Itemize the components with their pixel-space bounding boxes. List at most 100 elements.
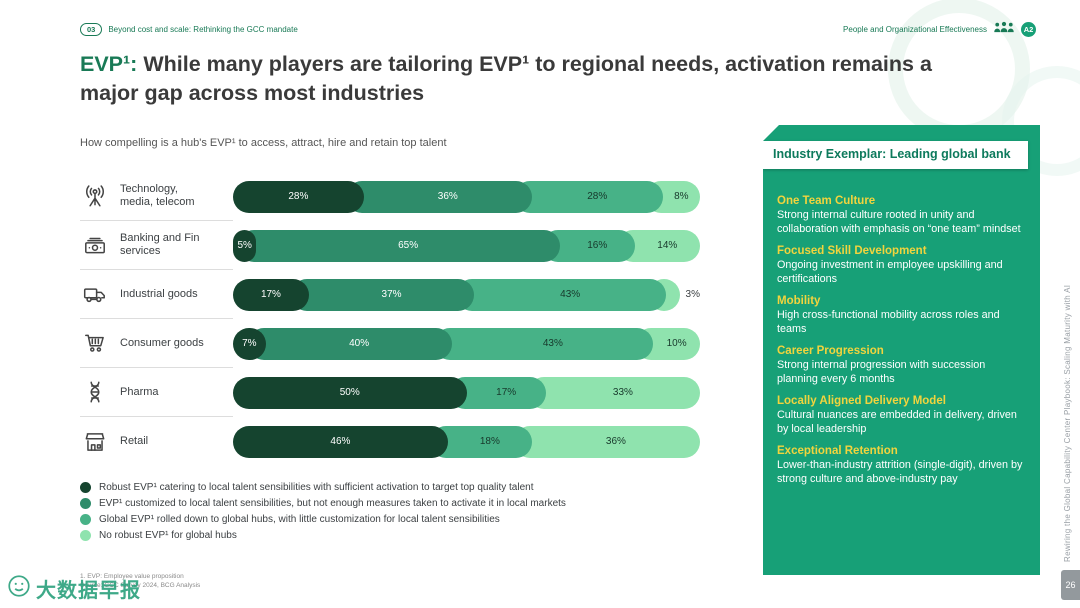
chart-row: Retail 46% 18% 36%	[80, 417, 700, 466]
category-name: Consumer goods	[120, 336, 204, 349]
exemplar-body: Cultural nuances are embedded in deliver…	[777, 409, 1017, 436]
bar-value: 33%	[612, 387, 633, 398]
bar-value: 43%	[560, 289, 581, 300]
category-name: Technology, media, telecom	[120, 183, 195, 208]
bar-segment: 5%	[233, 229, 257, 262]
legend-item: Global EVP¹ rolled down to global hubs, …	[80, 514, 566, 525]
bar-value: 46%	[330, 436, 351, 447]
exemplar-section: Locally Aligned Delivery Model Cultural n…	[777, 395, 1026, 436]
stacked-bar: 17% 37% 43% 3%	[233, 278, 700, 311]
legend-label: Global EVP¹ rolled down to global hubs, …	[99, 514, 500, 525]
exemplar-body: Strong internal culture rooted in unity …	[777, 209, 1021, 236]
chart-row: Pharma 50% 17% 33%	[80, 368, 700, 417]
dna-icon	[80, 379, 110, 405]
category-name: Banking and Fin services	[120, 232, 200, 257]
bar-segment: 37%	[290, 278, 475, 311]
legend-label: No robust EVP¹ for global hubs	[99, 530, 237, 541]
bar-segment: 28%	[513, 180, 663, 213]
bar-value: 43%	[542, 338, 563, 349]
exemplar-panel-title: Industry Exemplar: Leading global bank	[763, 141, 1028, 169]
bar-value: 17%	[496, 387, 517, 398]
legend-swatch	[80, 514, 91, 525]
exemplar-section: Exceptional Retention Lower-than-industry…	[777, 445, 1026, 486]
legend-item: Robust EVP¹ catering to local talent sen…	[80, 482, 566, 493]
chart-row: Banking and Fin services 5% 65% 16% 14%	[80, 221, 700, 270]
page-number: 26	[1061, 570, 1080, 600]
exemplar-section: One Team Culture Strong internal culture …	[777, 195, 1026, 236]
bar-segment: 17%	[233, 278, 309, 311]
slide-id-badge: A2	[1021, 21, 1036, 37]
bar-segment: 36%	[513, 425, 700, 458]
category-label: Pharma	[80, 368, 233, 417]
footnotes: 1. EVP: Employee value proposition Sourc…	[80, 573, 200, 591]
bar-value: 37%	[381, 289, 402, 300]
bar-segment: 40%	[247, 327, 453, 360]
exemplar-body: Lower-than-industry attrition (single-di…	[777, 459, 1023, 486]
bar-segment: 46%	[233, 425, 448, 458]
bar-value: 5%	[237, 240, 252, 251]
bar-segment: 50%	[233, 376, 467, 409]
exemplar-section: Career Progression Strong internal progre…	[777, 345, 1026, 386]
exemplar-body: Strong internal progression with success…	[777, 359, 986, 386]
exemplar-heading: Locally Aligned Delivery Model	[777, 395, 946, 408]
bar-value-outside: 3%	[685, 289, 700, 300]
section-title: Beyond cost and scale: Rethinking the GC…	[108, 24, 298, 34]
slide-title: EVP¹: While many players are tailoring E…	[80, 50, 942, 108]
cart-icon	[80, 330, 110, 356]
legend-item: No robust EVP¹ for global hubs	[80, 530, 566, 541]
bar-value: 50%	[339, 387, 360, 398]
bar-value: 7%	[242, 338, 257, 349]
bar-value: 65%	[398, 240, 419, 251]
bar-value: 28%	[587, 191, 608, 202]
title-evp-prefix: EVP¹:	[80, 52, 138, 76]
title-rest: While many players are tailoring EVP¹ to…	[80, 52, 932, 106]
track-label: People and Organizational Effectiveness	[843, 24, 987, 34]
category-label: Retail	[80, 417, 233, 466]
bar-segment: 7%	[233, 327, 266, 360]
bar-value: 17%	[260, 289, 281, 300]
bar-value: 18%	[479, 436, 500, 447]
chart-row: Industrial goods 17% 37% 43% 3%	[80, 270, 700, 319]
legend-label: Robust EVP¹ catering to local talent sen…	[99, 482, 534, 493]
chart-subtitle: How compelling is a hub's EVP¹ to access…	[80, 137, 447, 149]
category-label: Industrial goods	[80, 270, 233, 319]
bar-value: 8%	[674, 191, 689, 202]
stacked-bar: 46% 18% 36%	[233, 425, 700, 458]
chart-row: Consumer goods 7% 40% 43% 10%	[80, 319, 700, 368]
stacked-bar: 50% 17% 33%	[233, 376, 700, 409]
category-label: Consumer goods	[80, 319, 233, 368]
category-name: Industrial goods	[120, 287, 198, 300]
exemplar-heading: Focused Skill Development	[777, 245, 927, 258]
exemplar-body: High cross-functional mobility across ro…	[777, 309, 1000, 336]
exemplar-heading: Career Progression	[777, 345, 884, 358]
watermark-logo-icon	[6, 573, 32, 604]
people-icon	[993, 20, 1015, 38]
footnote: 1. EVP: Employee value proposition	[80, 573, 184, 580]
evp-chart: Technology, media, telecom 28% 36% 28% 8% Ban…	[80, 172, 700, 466]
antenna-icon	[80, 183, 110, 209]
legend-label: EVP¹ customized to local talent sensibil…	[99, 498, 566, 509]
exemplar-sections: One Team Culture Strong internal culture …	[777, 195, 1026, 486]
bar-value: 14%	[657, 240, 678, 251]
exemplar-heading: One Team Culture	[777, 195, 876, 207]
exemplar-section: Focused Skill Development Ongoing investm…	[777, 245, 1026, 286]
bar-segment: 28%	[233, 180, 364, 213]
exemplar-body: Ongoing investment in employee upskillin…	[777, 259, 1003, 286]
legend-swatch	[80, 482, 91, 493]
stacked-bar: 7% 40% 43% 10%	[233, 327, 700, 360]
bar-value: 16%	[587, 240, 608, 251]
category-name: Pharma	[120, 385, 159, 398]
bar-value: 36%	[605, 436, 626, 447]
bar-segment: 43%	[434, 327, 654, 360]
legend-swatch	[80, 498, 91, 509]
section-number-badge: 03	[80, 22, 103, 36]
legend-swatch	[80, 530, 91, 541]
bar-value: 36%	[437, 191, 458, 202]
legend-item: EVP¹ customized to local talent sensibil…	[80, 498, 566, 509]
bar-segment: 65%	[238, 229, 560, 262]
watermark: 大数据早报	[6, 573, 141, 604]
bar-value: 10%	[666, 338, 687, 349]
truck-icon	[80, 281, 110, 307]
slide-header: 03 Beyond cost and scale: Rethinking the…	[80, 20, 1036, 38]
